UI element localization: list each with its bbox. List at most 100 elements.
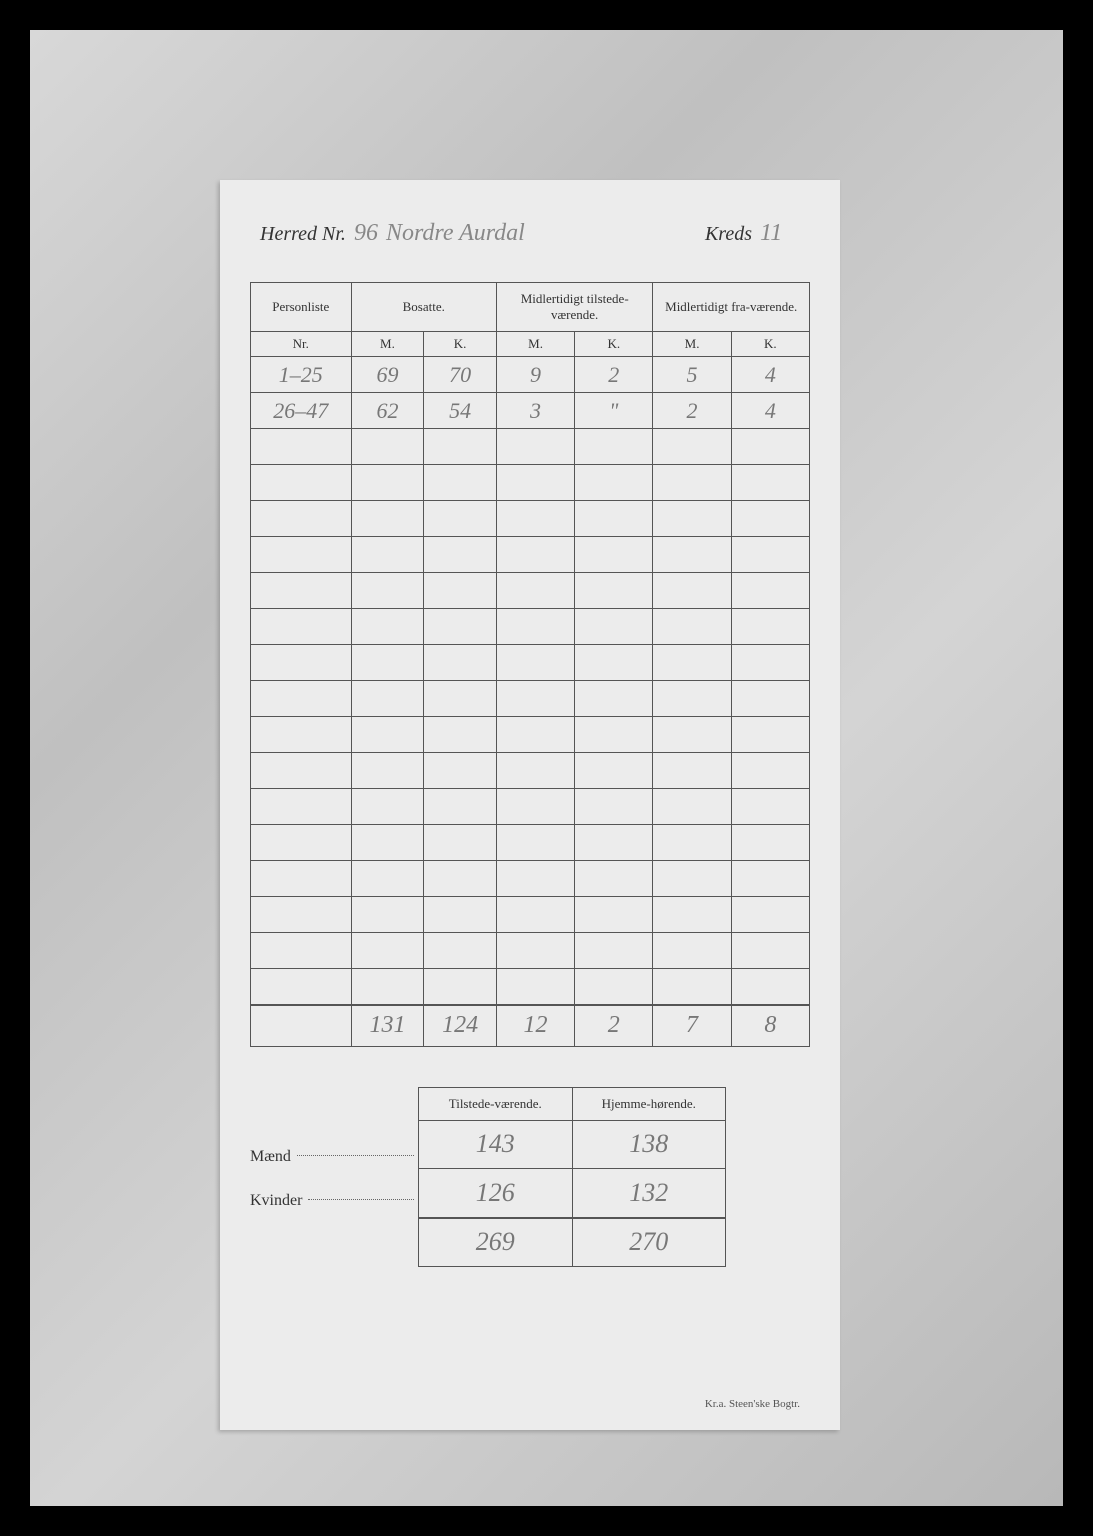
cell-fm: 5: [653, 357, 731, 393]
cell-empty: [251, 645, 352, 681]
cell-tm: 9: [496, 357, 574, 393]
cell-tk: 2: [575, 357, 653, 393]
cell-empty: [575, 789, 653, 825]
cell-empty: [424, 897, 497, 933]
totals-row: 131 124 12 2 7 8: [251, 1005, 810, 1047]
cell-empty: [731, 645, 809, 681]
cell-empty: [653, 825, 731, 861]
herred-label: Herred Nr.: [260, 223, 346, 246]
cell-empty: [496, 717, 574, 753]
cell-bm: 69: [351, 357, 424, 393]
cell-empty: [424, 717, 497, 753]
cell-empty: [424, 501, 497, 537]
dots-icon: [308, 1199, 414, 1200]
cell-empty: [351, 609, 424, 645]
table-row-empty: [251, 537, 810, 573]
cell-bm: 62: [351, 393, 424, 429]
table-row-empty: [251, 933, 810, 969]
summary-row-total: 269 270: [419, 1218, 726, 1267]
cell-empty: [496, 789, 574, 825]
cell-empty: [653, 537, 731, 573]
cell-empty: [351, 825, 424, 861]
table-row-empty: [251, 645, 810, 681]
main-tally-table: Personliste Bosatte. Midlertidigt tilste…: [250, 282, 810, 1047]
cell-empty: [496, 681, 574, 717]
col-bosatte: Bosatte.: [351, 283, 496, 332]
kvinder-hjemme: 132: [572, 1169, 726, 1218]
cell-empty: [575, 429, 653, 465]
cell-empty: [575, 645, 653, 681]
cell-tm: 3: [496, 393, 574, 429]
cell-empty: [731, 681, 809, 717]
cell-empty: [424, 645, 497, 681]
cell-empty: [731, 753, 809, 789]
cell-bk: 70: [424, 357, 497, 393]
total-bm: 131: [351, 1005, 424, 1047]
cell-empty: [496, 645, 574, 681]
table-row-empty: [251, 861, 810, 897]
kvinder-tilstede: 126: [419, 1169, 573, 1218]
total-hjemme: 270: [572, 1218, 726, 1267]
cell-empty: [731, 537, 809, 573]
table-row-empty: [251, 465, 810, 501]
cell-empty: [575, 969, 653, 1005]
cell-nr: 1–25: [251, 357, 352, 393]
cell-empty: [496, 573, 574, 609]
cell-empty: [351, 753, 424, 789]
cell-empty: [251, 753, 352, 789]
col-personliste: Personliste: [251, 283, 352, 332]
cell-empty: [251, 681, 352, 717]
total-fk: 8: [731, 1005, 809, 1047]
summary-row-labels: Mænd Kvinder: [250, 1087, 418, 1267]
cell-empty: [653, 501, 731, 537]
table-row-empty: [251, 429, 810, 465]
maend-hjemme: 138: [572, 1120, 726, 1169]
cell-empty: [731, 969, 809, 1005]
printer-footer: Kr.a. Steen'ske Bogtr.: [705, 1398, 800, 1410]
total-nr: [251, 1005, 352, 1047]
table-row-empty: [251, 501, 810, 537]
cell-empty: [424, 537, 497, 573]
cell-fm: 2: [653, 393, 731, 429]
cell-empty: [575, 753, 653, 789]
cell-empty: [251, 717, 352, 753]
cell-empty: [653, 897, 731, 933]
cell-empty: [653, 609, 731, 645]
cell-empty: [653, 933, 731, 969]
cell-empty: [731, 465, 809, 501]
cell-empty: [351, 897, 424, 933]
label-kvinder: Kvinder: [250, 1192, 302, 1210]
table-row-empty: [251, 573, 810, 609]
col-hjemme: Hjemme-hørende.: [572, 1088, 726, 1121]
table-row-empty: [251, 825, 810, 861]
cell-empty: [731, 429, 809, 465]
cell-empty: [424, 861, 497, 897]
cell-empty: [575, 861, 653, 897]
cell-empty: [496, 501, 574, 537]
cell-empty: [251, 861, 352, 897]
cell-empty: [251, 825, 352, 861]
cell-empty: [731, 573, 809, 609]
cell-empty: [251, 969, 352, 1005]
cell-empty: [496, 969, 574, 1005]
cell-empty: [731, 609, 809, 645]
cell-empty: [575, 933, 653, 969]
summary-label-maend: Mænd: [250, 1135, 418, 1179]
cell-empty: [653, 573, 731, 609]
col-midl-fra: Midlertidigt fra-værende.: [653, 283, 810, 332]
table-row-empty: [251, 753, 810, 789]
cell-empty: [496, 861, 574, 897]
cell-empty: [351, 717, 424, 753]
cell-empty: [731, 717, 809, 753]
table-row-empty: [251, 681, 810, 717]
cell-empty: [424, 429, 497, 465]
cell-empty: [251, 573, 352, 609]
cell-empty: [351, 861, 424, 897]
cell-empty: [575, 717, 653, 753]
cell-empty: [251, 897, 352, 933]
cell-empty: [496, 897, 574, 933]
cell-empty: [424, 573, 497, 609]
cell-empty: [653, 861, 731, 897]
cell-empty: [251, 501, 352, 537]
cell-empty: [424, 825, 497, 861]
